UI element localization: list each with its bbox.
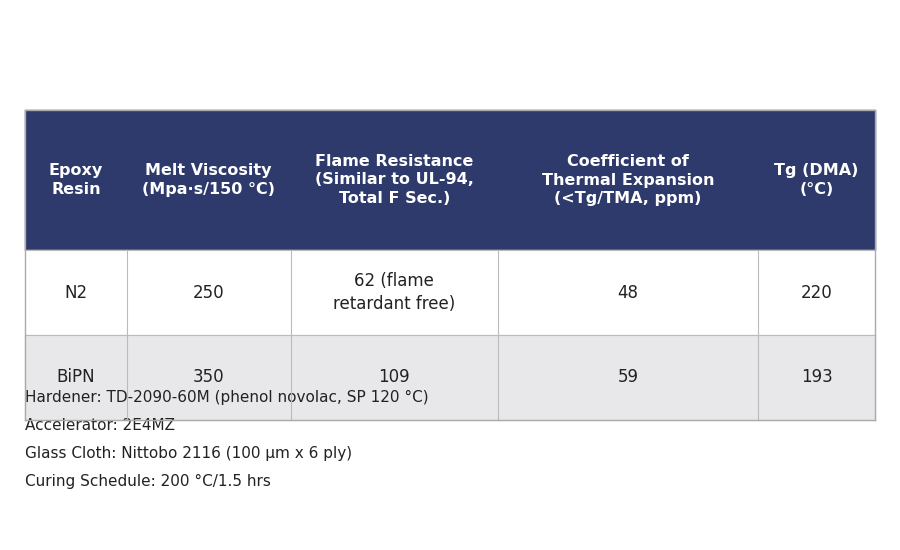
Bar	[127, 335, 291, 420]
Text: Tg (DMA)
(°C): Tg (DMA) (°C)	[774, 163, 859, 197]
Bar	[758, 250, 875, 335]
Bar	[499, 110, 758, 250]
Bar	[127, 250, 291, 335]
Bar	[25, 250, 127, 335]
Text: Epoxy
Resin: Epoxy Resin	[49, 163, 104, 197]
Bar	[25, 110, 127, 250]
Text: Flame Resistance
(Similar to UL-94,
Total F Sec.): Flame Resistance (Similar to UL-94, Tota…	[315, 154, 473, 206]
Text: 109: 109	[379, 368, 410, 387]
Text: 350: 350	[193, 368, 225, 387]
Bar	[25, 335, 127, 420]
Bar	[758, 110, 875, 250]
Bar	[291, 110, 499, 250]
Bar	[758, 335, 875, 420]
Text: 48: 48	[617, 283, 639, 301]
Text: Hardener: TD-2090-60M (phenol novolac, SP 120 °C): Hardener: TD-2090-60M (phenol novolac, S…	[25, 390, 428, 405]
Text: 59: 59	[617, 368, 639, 387]
Text: BiPN: BiPN	[57, 368, 95, 387]
Text: 250: 250	[193, 283, 225, 301]
Text: N2: N2	[65, 283, 87, 301]
Bar	[499, 335, 758, 420]
Text: Coefficient of
Thermal Expansion
(<Tg/TMA, ppm): Coefficient of Thermal Expansion (<Tg/TM…	[542, 154, 715, 206]
Bar	[291, 250, 499, 335]
Text: Accelerator: 2E4MZ: Accelerator: 2E4MZ	[25, 418, 175, 433]
Text: 193: 193	[801, 368, 832, 387]
Bar	[127, 110, 291, 250]
Text: 62 (flame
retardant free): 62 (flame retardant free)	[333, 272, 455, 312]
Text: Melt Viscosity
(Mpa·s/150 °C): Melt Viscosity (Mpa·s/150 °C)	[142, 163, 275, 197]
Text: Glass Cloth: Nittobo 2116 (100 μm x 6 ply): Glass Cloth: Nittobo 2116 (100 μm x 6 pl…	[25, 446, 352, 461]
Bar	[499, 250, 758, 335]
Text: 220: 220	[801, 283, 832, 301]
Bar	[291, 335, 499, 420]
Text: Curing Schedule: 200 °C/1.5 hrs: Curing Schedule: 200 °C/1.5 hrs	[25, 474, 271, 489]
